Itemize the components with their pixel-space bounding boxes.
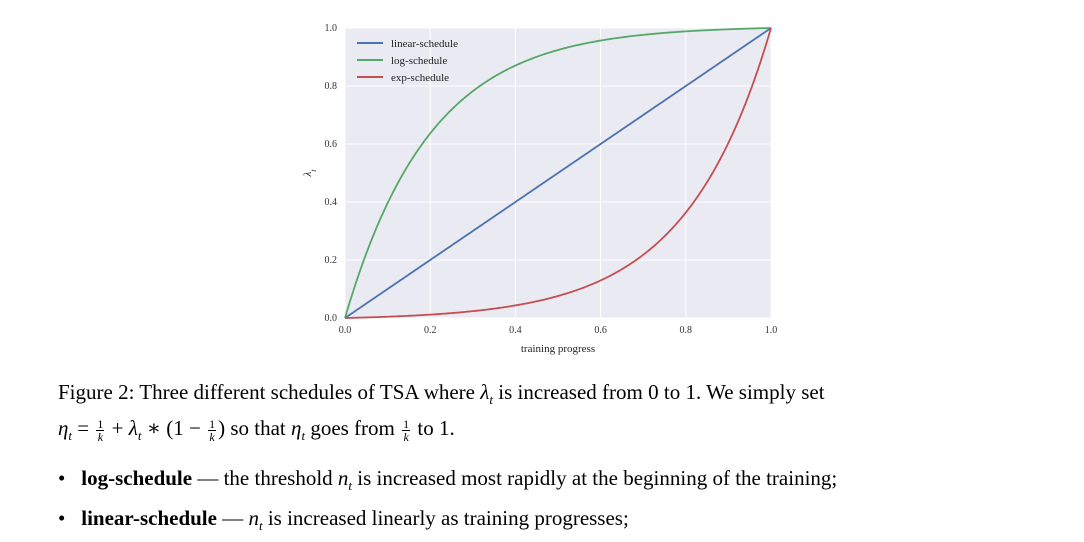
lambda-symbol: λt: [128, 416, 142, 444]
series-line-exp-schedule: [344, 27, 772, 319]
y-tick-label: 0.2: [325, 255, 338, 266]
bullet-term: linear-schedule: [81, 506, 217, 531]
list-item: • linear-schedule — nt is increased line…: [58, 502, 1058, 542]
bullet-dash: —: [197, 466, 219, 490]
n-symbol: nt: [337, 466, 353, 494]
y-tick-label: 0.8: [325, 81, 338, 92]
caption-label: Figure 2:: [58, 380, 135, 404]
caption-number: 0: [648, 380, 659, 404]
gridlines: [344, 27, 772, 319]
bullet-text: is increased linearly as training progre…: [267, 506, 629, 531]
caption-text: is increased from: [498, 380, 643, 404]
series-lines: [344, 27, 772, 319]
caption-text: to: [663, 380, 681, 404]
n-symbol: nt: [248, 506, 263, 534]
x-tick-label: 0.2: [424, 325, 437, 336]
close-paren: ): [218, 416, 226, 441]
caption-text: Three different schedules of TSA where: [139, 380, 475, 404]
legend-label: linear-schedule: [391, 38, 458, 50]
times-expr: ∗ (1 −: [146, 416, 201, 441]
x-tick-label: 0.0: [339, 325, 352, 336]
chart: 0.0 0.2 0.4 0.6 0.8 1.0 0.0 0.2 0.4 0.6 0.8 1.0 tra…: [302, 23, 778, 355]
bullet-list: • log-schedule — the threshold nt is inc…: [58, 462, 1058, 542]
series-line-log-schedule: [344, 27, 772, 319]
figure: 0.0 0.2 0.4 0.6 0.8 1.0 0.0 0.2 0.4 0.6 0.8 1.0 tra…: [302, 23, 778, 355]
equals-sign: =: [77, 416, 90, 441]
caption-text: goes from: [310, 416, 395, 441]
plus-sign: +: [111, 416, 124, 441]
series-line-linear-schedule: [344, 27, 772, 319]
y-tick-label: 1.0: [325, 23, 338, 34]
caption-line-1: Figure 2: Three different schedules of T…: [58, 378, 1033, 414]
y-axis-label: λt: [302, 169, 318, 178]
legend-label: log-schedule: [391, 55, 447, 67]
bullet-text: is increased most rapidly at the beginni…: [357, 466, 838, 490]
x-tick-label: 0.6: [594, 325, 607, 336]
lambda-symbol: λt: [480, 380, 493, 408]
tick-labels: 0.0 0.2 0.4 0.6 0.8 1.0 0.0 0.2 0.4 0.6 0.8 1.0: [325, 23, 778, 336]
figure-caption: Figure 2: Three different schedules of T…: [58, 378, 1033, 450]
bullet-icon: •: [58, 466, 66, 490]
eta-symbol: ηt: [58, 416, 73, 444]
x-tick-label: 0.8: [680, 325, 693, 336]
legend: linear-schedule log-schedule exp-schedule: [357, 38, 458, 84]
x-tick-label: 0.4: [509, 325, 522, 336]
x-axis-label: training progress: [521, 343, 595, 355]
eta-symbol: ηt: [291, 416, 306, 444]
caption-text: We simply set: [706, 380, 825, 404]
caption-text: to 1.: [417, 416, 455, 441]
y-tick-label: 0.6: [325, 139, 338, 150]
x-tick-label: 1.0: [765, 325, 778, 336]
bullet-term: log-schedule: [81, 466, 193, 490]
bullet-text: the threshold: [223, 466, 333, 490]
bullet-icon: •: [58, 506, 66, 531]
bullet-dash: —: [222, 506, 244, 531]
list-item: • log-schedule — the threshold nt is inc…: [58, 462, 1058, 502]
caption-number: 1.: [685, 380, 702, 404]
caption-text: so that: [230, 416, 286, 441]
legend-label: exp-schedule: [391, 72, 449, 84]
y-tick-label: 0.0: [325, 313, 338, 324]
y-tick-label: 0.4: [325, 197, 338, 208]
